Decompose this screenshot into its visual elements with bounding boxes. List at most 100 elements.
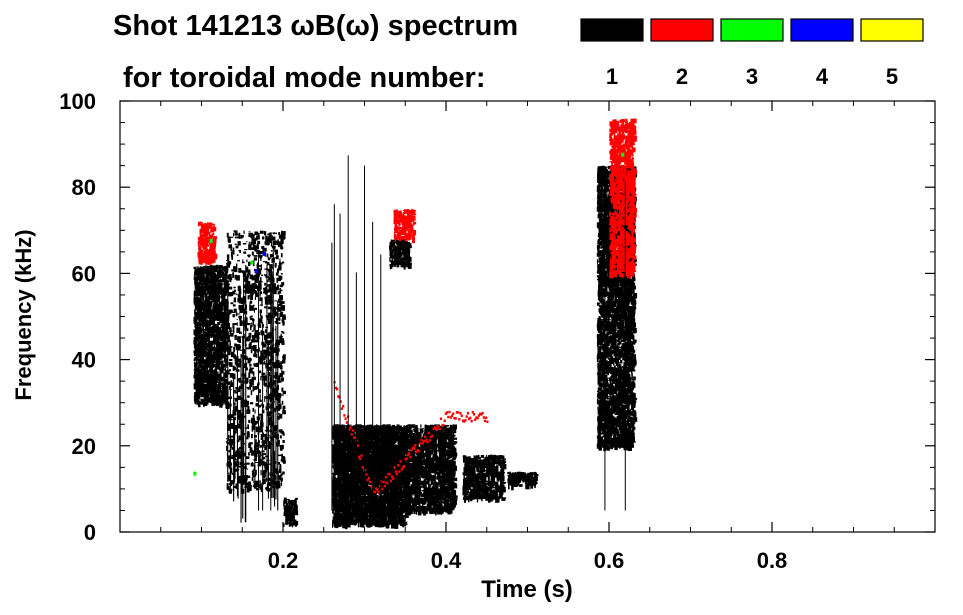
spectral-cell <box>277 360 280 365</box>
spectral-cell <box>251 376 255 381</box>
spectral-cell <box>221 300 225 305</box>
spectral-cell <box>272 380 277 385</box>
spectral-cell <box>279 295 283 300</box>
spectral-cell <box>274 480 278 485</box>
spectral-cell <box>267 404 269 406</box>
spectral-cell <box>219 369 222 374</box>
spectral-cell <box>193 336 196 341</box>
spectral-cell <box>231 472 235 475</box>
spectral-cell <box>238 466 241 468</box>
spectral-cell <box>224 392 228 397</box>
spectral-cell <box>195 321 197 327</box>
spectral-cell <box>219 270 222 275</box>
spectral-cell <box>245 483 249 486</box>
spectral-cell <box>240 397 244 403</box>
spectral-cell <box>279 241 283 247</box>
spectral-cell <box>197 333 200 338</box>
spectral-cell <box>224 310 228 312</box>
spectral-cell <box>230 373 234 376</box>
spectral-cell <box>220 319 222 323</box>
spectral-cell <box>232 247 235 252</box>
spectral-cell <box>225 319 229 325</box>
spectral-cell <box>278 362 282 368</box>
spectral-cell <box>259 320 263 323</box>
spectral-cell <box>282 231 286 236</box>
spectral-cell <box>198 336 201 340</box>
spectral-cell <box>197 391 199 396</box>
spectral-cell <box>207 285 212 288</box>
spectral-cell <box>281 282 285 286</box>
spectral-cell <box>205 385 209 392</box>
spectral-cell <box>246 400 249 406</box>
spectral-cell <box>270 235 273 241</box>
spectral-cell <box>250 316 252 318</box>
spectral-cell <box>284 506 287 512</box>
spectral-cell <box>238 315 242 318</box>
spectral-cell <box>263 377 266 379</box>
spectral-cell <box>210 392 212 398</box>
spectral-cell <box>277 306 280 312</box>
spectral-cell <box>231 482 235 485</box>
spectral-cell <box>218 308 223 314</box>
spectral-cell <box>226 445 228 452</box>
spectral-cell <box>282 444 284 448</box>
spectral-cell <box>275 431 278 434</box>
spectral-cell <box>227 455 231 461</box>
spectral-cell <box>199 384 201 386</box>
spectral-cell <box>214 387 218 394</box>
spectral-cell <box>256 243 259 249</box>
spectral-cell <box>274 328 277 331</box>
spectral-cell <box>215 290 219 292</box>
spectral-cell <box>226 371 230 373</box>
spectral-cell <box>222 315 225 319</box>
spectral-cell <box>224 284 227 287</box>
spectral-cell <box>280 478 283 482</box>
spectral-cell <box>218 352 222 354</box>
spectral-cell <box>281 456 285 462</box>
spectral-cell <box>213 307 216 310</box>
spectral-cell <box>242 320 246 326</box>
spectral-cell <box>266 363 269 366</box>
spectral-cell <box>201 271 205 277</box>
spectral-cell <box>234 457 237 460</box>
spectral-cell <box>240 331 242 334</box>
spectral-cell <box>266 264 268 480</box>
spectral-cell <box>266 284 271 287</box>
spectral-cell <box>220 360 224 364</box>
spectral-cell <box>248 241 250 246</box>
spectral-cell <box>198 267 201 271</box>
spectral-cell <box>276 385 279 390</box>
spectral-cell <box>261 274 264 277</box>
spectral-cell <box>278 262 283 265</box>
spectral-cell <box>259 324 262 328</box>
spectral-cell <box>264 455 269 458</box>
spectral-cell <box>244 366 247 368</box>
spectral-cell <box>195 344 198 349</box>
spectral-cell <box>196 299 199 301</box>
spectral-cell <box>280 394 284 396</box>
spectral-cell <box>206 393 210 396</box>
spectral-cell <box>205 269 207 275</box>
spectral-cell <box>226 372 231 375</box>
spectral-cell <box>229 341 231 344</box>
spectral-cell <box>279 289 283 292</box>
spectral-cell <box>252 239 256 244</box>
spectral-cell <box>251 426 254 432</box>
spectral-cell <box>209 341 213 345</box>
spectral-cell <box>202 294 204 301</box>
spectral-cell <box>286 509 288 511</box>
spectral-cell <box>196 296 199 299</box>
spectral-cell <box>266 268 269 271</box>
spectral-cell <box>223 349 228 352</box>
spectral-cell <box>221 366 224 368</box>
spectral-cell <box>219 351 223 353</box>
spectral-cell <box>268 283 272 290</box>
spectral-cell <box>218 367 220 370</box>
spectral-cell <box>231 255 234 260</box>
spectral-cell <box>238 377 242 382</box>
spectral-cell <box>254 339 258 343</box>
spectral-cell <box>220 401 224 404</box>
spectral-cell <box>274 347 276 353</box>
spectral-cell <box>264 395 266 402</box>
spectral-cell <box>195 305 198 308</box>
